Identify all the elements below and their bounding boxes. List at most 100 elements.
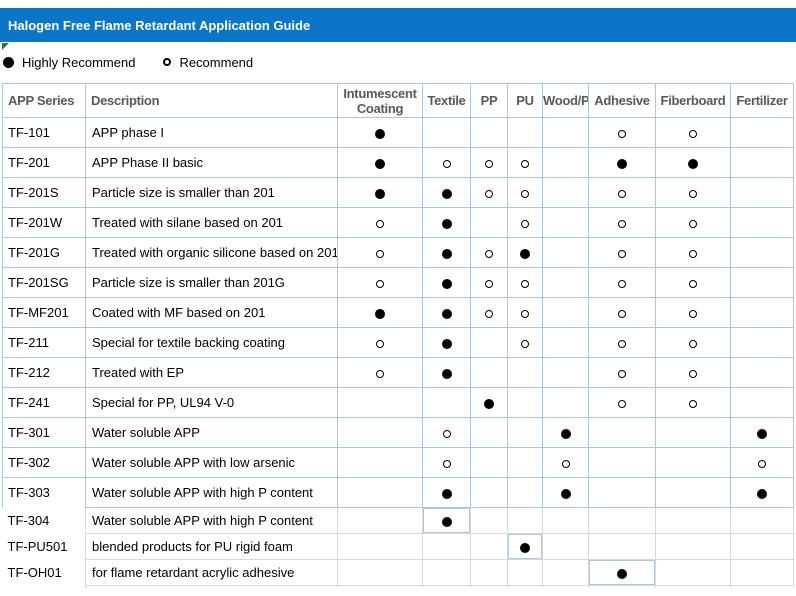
page: Halogen Free Flame Retardant Application… bbox=[0, 8, 796, 588]
legend-recommend: Recommend bbox=[163, 55, 253, 70]
mark-cell bbox=[588, 447, 656, 478]
mark-cell bbox=[588, 147, 656, 178]
recommend-mark-icon bbox=[618, 219, 626, 228]
mark-cell bbox=[470, 177, 508, 208]
legend-highly-recommend: Highly Recommend bbox=[3, 55, 135, 70]
mark-cell bbox=[337, 207, 423, 238]
filled-circle-icon bbox=[3, 56, 14, 68]
mark-cell bbox=[470, 207, 508, 238]
mark-cell bbox=[422, 559, 471, 586]
col-header-fiberboard: Fiberboard bbox=[655, 83, 731, 118]
recommend-mark-icon bbox=[618, 189, 626, 198]
mark-cell bbox=[588, 117, 656, 148]
application-guide-table: APP Series Description Intumescent Coati… bbox=[2, 83, 794, 588]
recommend-mark-icon bbox=[442, 459, 451, 468]
recommend-mark-icon bbox=[689, 369, 697, 378]
mark-cell bbox=[730, 533, 794, 560]
recommend-mark-icon bbox=[618, 399, 626, 408]
recommend-mark-icon bbox=[521, 219, 529, 228]
mark-cell bbox=[655, 387, 731, 418]
recommend-mark-icon bbox=[485, 159, 493, 168]
mark-cell bbox=[422, 327, 471, 358]
mark-cell bbox=[655, 237, 731, 268]
mark-cell bbox=[470, 533, 508, 560]
table-row: TF-302 Water soluble APP with low arsenic bbox=[2, 447, 794, 478]
highly-recommend-mark-icon bbox=[560, 488, 571, 499]
mark-cell bbox=[470, 147, 508, 178]
gridline-stub-cell bbox=[507, 585, 543, 588]
description-cell: Coated with MF based on 201 bbox=[85, 297, 338, 328]
mark-cell bbox=[470, 447, 508, 478]
col-header-app-series: APP Series bbox=[2, 83, 86, 118]
highly-recommend-mark-icon bbox=[441, 218, 452, 229]
mark-cell bbox=[337, 177, 423, 208]
mark-cell bbox=[507, 357, 543, 388]
recommend-mark-icon bbox=[442, 159, 451, 168]
col-header-fertilizer: Fertilizer bbox=[730, 83, 794, 118]
mark-cell bbox=[588, 177, 656, 208]
mark-cell bbox=[730, 267, 794, 298]
mark-cell bbox=[422, 177, 471, 208]
description-cell: Water soluble APP with high P content bbox=[85, 477, 338, 508]
table-row: TF-201S Particle size is smaller than 201 bbox=[2, 177, 794, 208]
mark-cell bbox=[422, 477, 471, 508]
mark-cell bbox=[507, 297, 543, 328]
series-cell: TF-201S bbox=[2, 177, 86, 208]
mark-cell bbox=[542, 447, 589, 478]
gridline-stub-cell bbox=[730, 585, 794, 588]
table-row: TF-201SG Particle size is smaller than 20… bbox=[2, 267, 794, 298]
series-cell: TF-201SG bbox=[2, 267, 86, 298]
col-header-intumescent-coating: Intumescent Coating bbox=[337, 83, 423, 118]
mark-cell bbox=[470, 507, 508, 534]
recommend-mark-icon bbox=[376, 279, 384, 288]
mark-cell bbox=[655, 507, 731, 534]
table-row: TF-241 Special for PP, UL94 V-0 bbox=[2, 387, 794, 418]
recommend-mark-icon bbox=[521, 309, 529, 318]
highly-recommend-mark-icon bbox=[757, 428, 767, 439]
col-header-pu: PU bbox=[507, 83, 543, 118]
mark-cell bbox=[337, 297, 423, 328]
mark-cell bbox=[337, 417, 423, 448]
mark-cell bbox=[588, 559, 656, 586]
mark-cell bbox=[542, 147, 589, 178]
mark-cell bbox=[730, 177, 794, 208]
series-cell: TF-PU501 bbox=[2, 533, 86, 560]
description-cell: Water soluble APP with high P content bbox=[85, 507, 338, 534]
series-cell: TF-101 bbox=[2, 117, 86, 148]
recommend-mark-icon bbox=[618, 279, 626, 288]
highly-recommend-mark-icon bbox=[375, 128, 385, 139]
mark-cell bbox=[730, 117, 794, 148]
recommend-mark-icon bbox=[521, 159, 529, 168]
series-cell: TF-201G bbox=[2, 237, 86, 268]
mark-cell bbox=[730, 147, 794, 178]
mark-cell bbox=[655, 477, 731, 508]
col-header-adhesive: Adhesive bbox=[588, 83, 656, 118]
mark-cell bbox=[730, 387, 794, 418]
mark-cell bbox=[507, 533, 543, 560]
mark-cell bbox=[337, 387, 423, 418]
recommend-mark-icon bbox=[485, 309, 493, 318]
mark-cell bbox=[655, 147, 731, 178]
mark-cell bbox=[655, 297, 731, 328]
highly-recommend-mark-icon bbox=[441, 308, 452, 319]
mark-cell bbox=[542, 559, 589, 586]
recommend-mark-icon bbox=[618, 129, 626, 138]
mark-cell bbox=[542, 267, 589, 298]
mark-cell bbox=[542, 477, 589, 508]
mark-cell bbox=[588, 297, 656, 328]
mark-cell bbox=[422, 207, 471, 238]
recommend-mark-icon bbox=[521, 189, 529, 198]
table-row: TF-201G Treated with organic silicone bas… bbox=[2, 237, 794, 268]
recommend-mark-icon bbox=[758, 459, 766, 468]
recommend-mark-icon bbox=[561, 459, 570, 468]
mark-cell bbox=[507, 327, 543, 358]
table-row: TF-303 Water soluble APP with high P cont… bbox=[2, 477, 794, 508]
highly-recommend-mark-icon bbox=[441, 188, 452, 199]
mark-cell bbox=[655, 447, 731, 478]
mark-cell bbox=[730, 237, 794, 268]
mark-cell bbox=[337, 559, 423, 586]
highly-recommend-mark-icon bbox=[375, 188, 385, 199]
highly-recommend-mark-icon bbox=[441, 338, 452, 349]
mark-cell bbox=[588, 357, 656, 388]
mark-cell bbox=[470, 267, 508, 298]
